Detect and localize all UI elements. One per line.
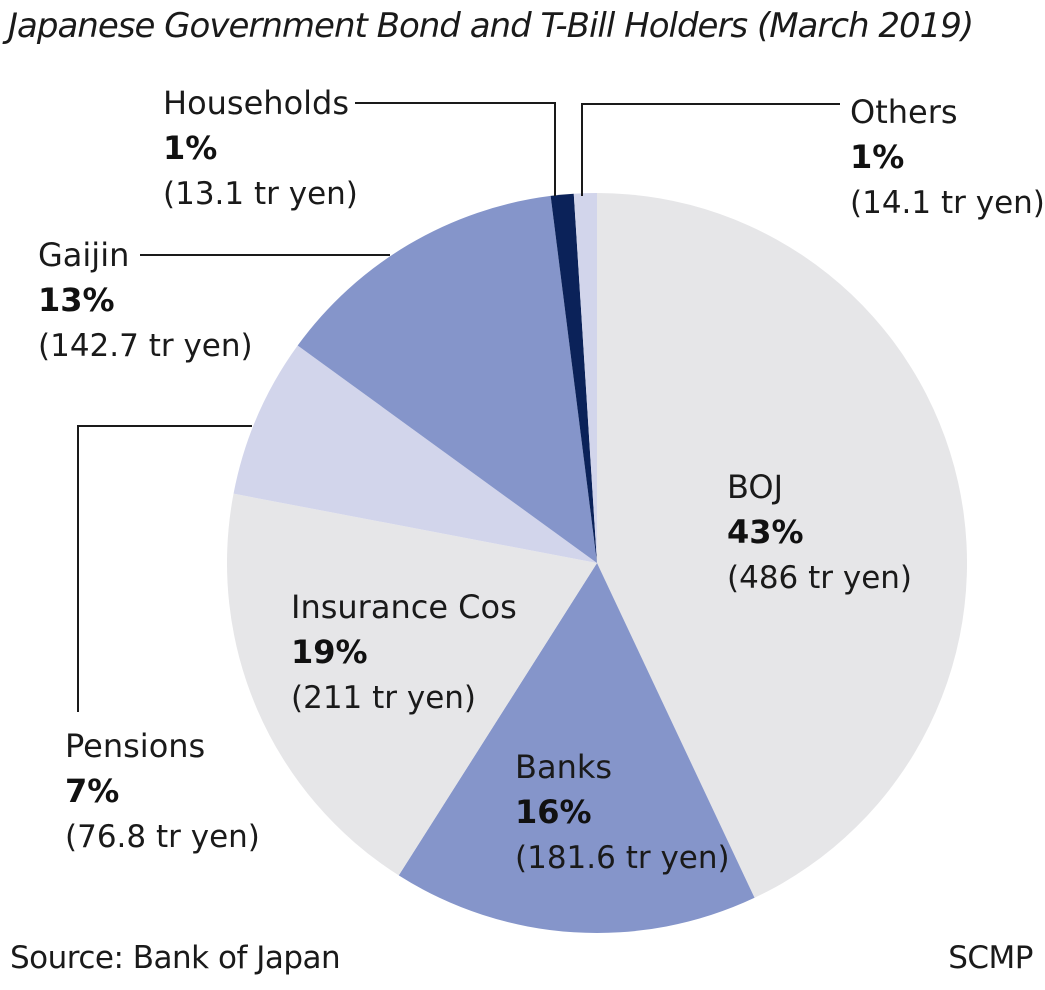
label-percent-others: 1%	[850, 138, 904, 176]
label-percent-banks: 16%	[515, 793, 592, 831]
slice-labels: BOJ 43% (486 tr yen) Banks 16% (181.6 tr yen)…	[38, 84, 1045, 876]
pie-slice-banks	[398, 563, 755, 934]
label-group-insurance-cos: Insurance Cos 19% (211 tr yen)	[291, 588, 517, 716]
label-amount-others: (14.1 tr yen)	[850, 185, 1045, 221]
label-name-boj: BOJ	[727, 468, 783, 506]
label-name-insurance-cos: Insurance Cos	[291, 588, 517, 626]
leader-lines	[77, 102, 840, 712]
label-name-banks: Banks	[515, 748, 612, 786]
source-note: Source: Bank of Japan	[10, 940, 341, 976]
label-amount-gaijin: (142.7 tr yen)	[38, 328, 253, 364]
label-group-gaijin: Gaijin 13% (142.7 tr yen)	[38, 236, 253, 364]
label-group-others: Others 1% (14.1 tr yen)	[850, 93, 1045, 221]
label-percent-households: 1%	[163, 129, 217, 167]
label-amount-banks: (181.6 tr yen)	[515, 840, 730, 876]
pie-slices	[226, 193, 968, 934]
pie-slice-insurance-cos	[226, 493, 597, 876]
leader-line-pensions	[77, 425, 252, 712]
leader-line-others	[581, 103, 840, 196]
label-percent-insurance-cos: 19%	[291, 633, 368, 671]
label-group-pensions: Pensions 7% (76.8 tr yen)	[65, 727, 260, 855]
pie-slice-others	[573, 193, 597, 563]
label-group-boj: BOJ 43% (486 tr yen)	[727, 468, 912, 596]
label-name-others: Others	[850, 93, 958, 131]
pie-slice-gaijin	[297, 195, 597, 564]
label-percent-gaijin: 13%	[38, 281, 115, 319]
label-amount-insurance-cos: (211 tr yen)	[291, 680, 476, 716]
label-name-pensions: Pensions	[65, 727, 205, 765]
chart-title: Japanese Government Bond and T-Bill Hold…	[8, 6, 974, 46]
label-percent-pensions: 7%	[65, 772, 119, 810]
pie-slice-households	[550, 193, 597, 564]
label-amount-pensions: (76.8 tr yen)	[65, 819, 260, 855]
label-name-households: Households	[163, 84, 349, 122]
label-amount-households: (13.1 tr yen)	[163, 176, 358, 212]
label-name-gaijin: Gaijin	[38, 236, 129, 274]
pie-slice-pensions	[233, 345, 598, 563]
label-group-households: Households 1% (13.1 tr yen)	[163, 84, 358, 212]
pie-slice-boj	[597, 193, 968, 898]
label-amount-boj: (486 tr yen)	[727, 560, 912, 596]
credit-label: SCMP	[948, 940, 1033, 976]
label-percent-boj: 43%	[727, 513, 804, 551]
label-group-banks: Banks 16% (181.6 tr yen)	[515, 748, 730, 876]
leader-line-households	[355, 102, 556, 196]
